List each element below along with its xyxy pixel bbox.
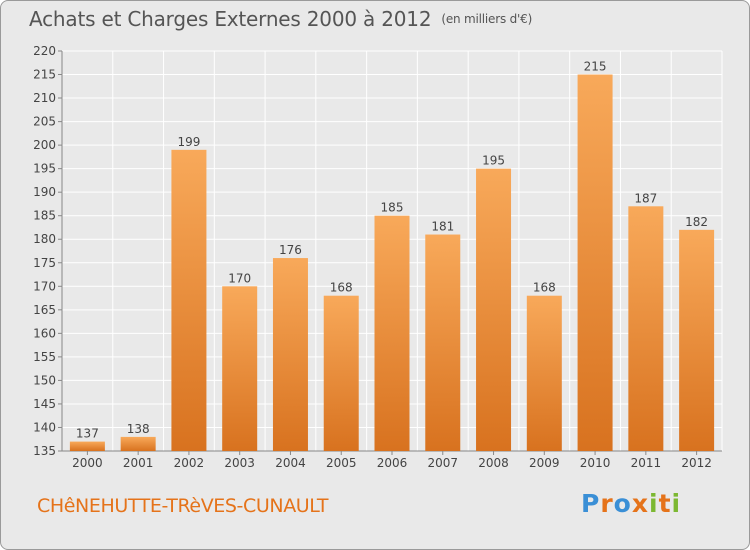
bar-2004 (272, 258, 308, 451)
chart-title: Achats et Charges Externes 2000 à 2012 (e… (29, 7, 532, 31)
x-tick-label: 2000 (72, 456, 103, 470)
y-tick-label: 195 (33, 162, 56, 176)
bar-2005 (323, 295, 359, 451)
data-label: 168 (330, 281, 353, 295)
bar-2008 (476, 168, 512, 451)
y-tick-labels: 135 140 145 150 155 160 165 170 175 180 185 190 195 2… (33, 44, 56, 458)
data-label: 185 (381, 201, 404, 215)
commune-name: CHêNEHUTTE-TRèVES-CUNAULT (37, 495, 329, 517)
y-tick-label: 210 (33, 91, 56, 105)
x-tick-label: 2008 (478, 456, 509, 470)
x-tick-label: 2009 (529, 456, 560, 470)
logo-letter: x (631, 489, 649, 518)
data-label: 137 (76, 427, 99, 441)
x-tick-label: 2001 (123, 456, 154, 470)
data-label: 176 (279, 243, 302, 257)
y-tick-label: 215 (33, 68, 56, 82)
data-label: 215 (584, 60, 607, 74)
proxiti-logo: Proxiti (581, 489, 681, 518)
data-labels: 137 138 199 170 176 168 185 181 195 168 215 187 182 (76, 60, 708, 441)
bar-2011 (628, 206, 664, 451)
bar-2002 (171, 149, 207, 451)
data-label: 170 (228, 271, 251, 285)
chart-unit: (en milliers d'€) (441, 12, 533, 26)
bar-2007 (425, 234, 461, 451)
x-tick-label: 2011 (631, 456, 662, 470)
logo-letter: r (600, 489, 614, 518)
bar-2001 (120, 436, 156, 451)
data-label: 168 (533, 281, 556, 295)
y-tick-label: 190 (33, 185, 56, 199)
bar-2009 (526, 295, 562, 451)
bar-2012 (679, 229, 715, 451)
x-tick-label: 2005 (326, 456, 357, 470)
logo-letter: t (658, 489, 672, 518)
y-tick-label: 200 (33, 138, 56, 152)
x-tick-label: 2010 (580, 456, 611, 470)
y-tick-label: 150 (33, 373, 56, 387)
bar-2006 (374, 215, 410, 451)
x-tick-label: 2003 (224, 456, 255, 470)
data-label: 181 (431, 220, 454, 234)
bar-2010 (577, 74, 613, 451)
data-label: 138 (127, 422, 150, 436)
x-tick-label: 2006 (377, 456, 408, 470)
x-tick-label: 2004 (275, 456, 306, 470)
logo-letter: P (581, 489, 601, 518)
bar-2000 (69, 441, 105, 451)
y-tick-label: 175 (33, 256, 56, 270)
x-tick-labels: 2000 2001 2002 2003 2004 2005 2006 2007 2008 2009… (72, 456, 712, 470)
x-tick-label: 2007 (427, 456, 458, 470)
logo-letter: o (613, 489, 632, 518)
data-label: 195 (482, 154, 505, 168)
logo-letter: i (649, 489, 659, 518)
y-tick-label: 160 (33, 326, 56, 340)
y-tick-label: 170 (33, 279, 56, 293)
y-tick-label: 185 (33, 209, 56, 223)
y-tick-label: 140 (33, 420, 56, 434)
data-label: 182 (685, 215, 708, 229)
data-label: 199 (177, 135, 200, 149)
y-tick-label: 165 (33, 303, 56, 317)
x-tick-label: 2002 (174, 456, 205, 470)
y-tick-label: 205 (33, 115, 56, 129)
y-tick-label: 145 (33, 397, 56, 411)
x-tick-label: 2012 (681, 456, 712, 470)
y-tick-label: 180 (33, 232, 56, 246)
bars (69, 74, 715, 451)
chart-title-text: Achats et Charges Externes 2000 à 2012 (29, 7, 432, 31)
bar-2003 (222, 286, 258, 451)
y-tick-label: 220 (33, 44, 56, 58)
logo-letter: i (671, 489, 682, 518)
y-tick-label: 135 (33, 444, 56, 458)
data-label: 187 (634, 191, 657, 205)
y-tick-label: 155 (33, 350, 56, 364)
